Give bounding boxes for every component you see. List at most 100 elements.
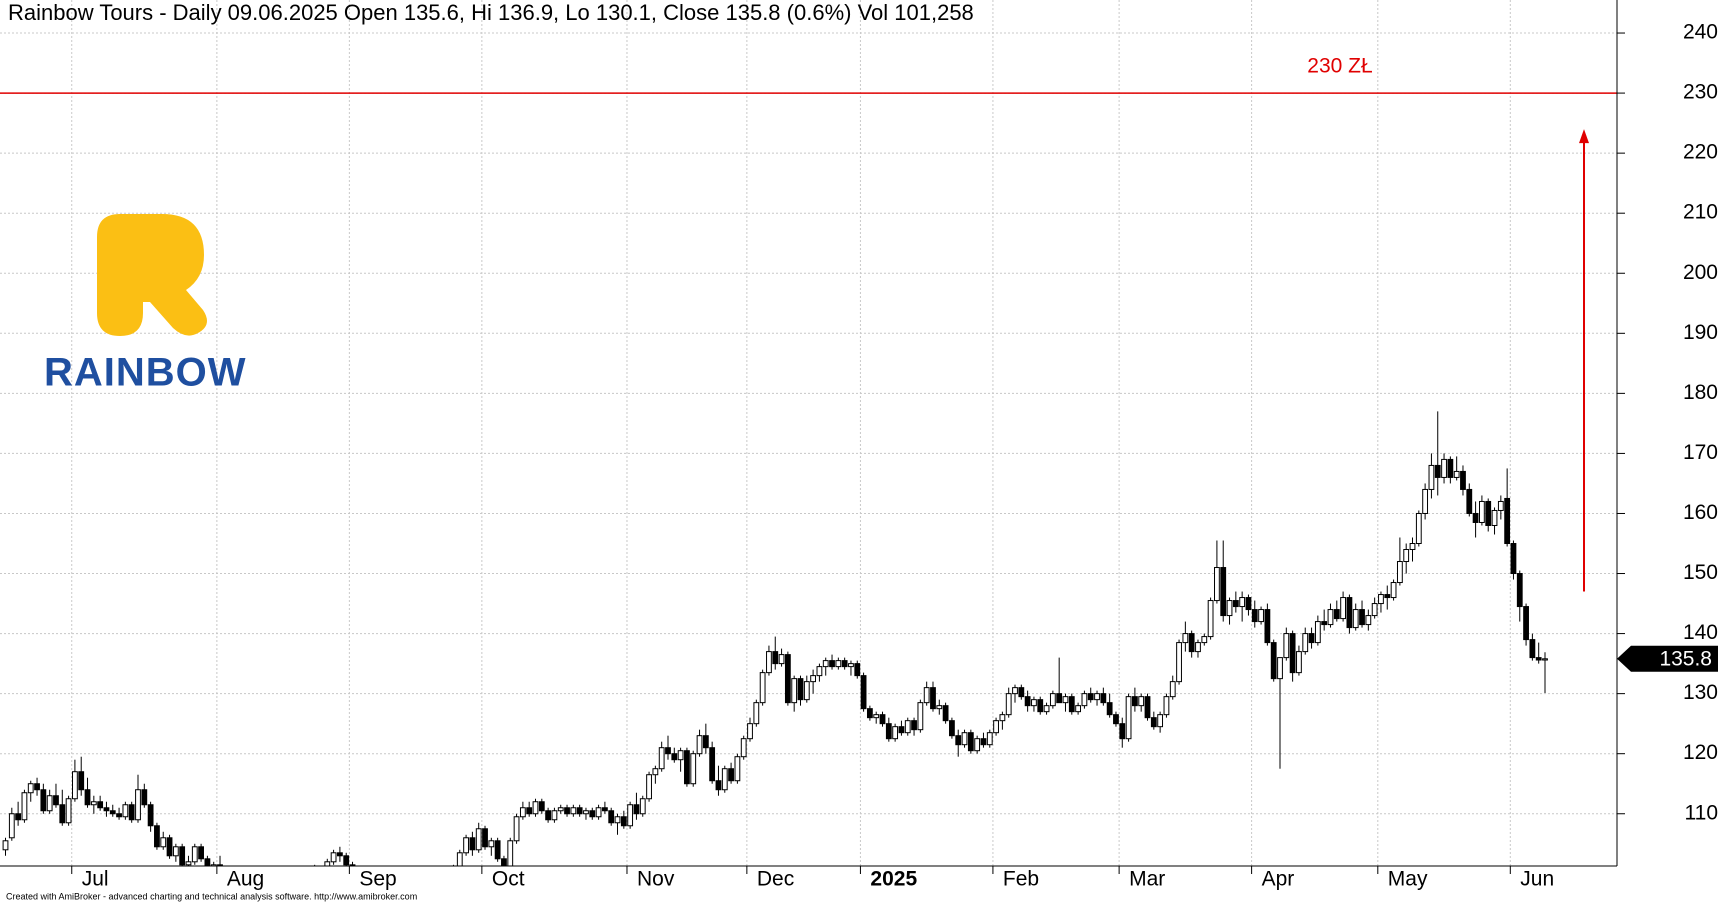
candle-body bbox=[980, 738, 987, 746]
y-tick-label: 230 bbox=[1683, 81, 1718, 104]
candle-body bbox=[1232, 600, 1239, 608]
candle-body bbox=[608, 810, 615, 824]
candle-body bbox=[1188, 633, 1195, 653]
y-tick-label: 190 bbox=[1683, 321, 1718, 344]
candle-body bbox=[936, 705, 943, 710]
candle-body bbox=[715, 780, 722, 791]
candle-body bbox=[753, 702, 760, 725]
candle-body bbox=[646, 774, 652, 800]
candle-body bbox=[930, 687, 936, 710]
candle-body bbox=[1094, 693, 1100, 701]
candle-body bbox=[141, 789, 148, 806]
candle-body bbox=[1207, 600, 1214, 638]
footer: Created with AmiBroker - advanced charti… bbox=[6, 891, 417, 901]
candle-body bbox=[1396, 561, 1403, 584]
candle-body bbox=[879, 714, 886, 725]
candle-body bbox=[154, 825, 160, 848]
candle-body bbox=[1125, 696, 1132, 740]
candle-body bbox=[324, 861, 331, 866]
candle-body bbox=[677, 750, 684, 761]
candle-body bbox=[217, 864, 223, 866]
candle-body bbox=[1447, 458, 1454, 478]
candle-body bbox=[526, 807, 533, 815]
candle-body bbox=[1264, 609, 1271, 644]
candle-body bbox=[349, 864, 356, 866]
candle-body bbox=[601, 807, 608, 812]
candle-body bbox=[210, 864, 217, 866]
x-tick-label: Dec bbox=[757, 868, 794, 891]
candle-body bbox=[1220, 567, 1227, 617]
candle-body bbox=[1308, 633, 1315, 644]
candle-body bbox=[538, 801, 545, 812]
candle-body bbox=[8, 813, 15, 839]
candle-body bbox=[1005, 693, 1012, 716]
candle-body bbox=[671, 753, 678, 761]
candle-body bbox=[1378, 594, 1384, 605]
candle-body bbox=[1277, 657, 1283, 680]
candle-body bbox=[1333, 609, 1340, 620]
x-tick-label: Jul bbox=[82, 868, 109, 891]
candle-body bbox=[1529, 639, 1536, 659]
candle-body bbox=[633, 804, 640, 815]
candle-body bbox=[1510, 543, 1517, 575]
y-tick-label: 110 bbox=[1685, 801, 1718, 824]
candle-body bbox=[488, 840, 495, 848]
candle-body bbox=[551, 810, 558, 821]
candle-body bbox=[986, 732, 993, 746]
y-tick-label: 180 bbox=[1683, 381, 1718, 404]
candle-body bbox=[1302, 633, 1309, 653]
candle-body bbox=[1327, 609, 1334, 626]
candle-body bbox=[892, 726, 899, 740]
candle-body bbox=[1535, 657, 1542, 661]
candle-body bbox=[191, 846, 198, 863]
candle-body bbox=[784, 654, 791, 704]
candle-body bbox=[557, 807, 564, 812]
level-label: 230 ZŁ bbox=[1307, 55, 1372, 78]
candle-body bbox=[1409, 543, 1416, 551]
candle-body bbox=[15, 813, 22, 821]
candle-body bbox=[595, 807, 602, 818]
candle-body bbox=[204, 858, 211, 866]
plot-area bbox=[0, 92, 1617, 866]
candle-body bbox=[1138, 696, 1145, 707]
candle-body bbox=[665, 747, 671, 755]
candle-body bbox=[1157, 714, 1164, 728]
candle-body bbox=[1113, 714, 1119, 725]
candle-body bbox=[84, 789, 91, 806]
candle-body bbox=[1195, 642, 1201, 653]
candle-body bbox=[1119, 723, 1126, 740]
candle-body bbox=[513, 816, 520, 842]
candle-body bbox=[835, 660, 842, 668]
candle-body bbox=[810, 675, 817, 683]
candle-body bbox=[589, 810, 596, 818]
candle-body bbox=[1106, 702, 1113, 716]
candle-body bbox=[816, 666, 823, 677]
arrow-head bbox=[1579, 129, 1589, 144]
candle-body bbox=[1384, 594, 1391, 599]
candle-body bbox=[898, 726, 905, 734]
candle-body bbox=[128, 804, 135, 821]
candle-body bbox=[822, 660, 829, 668]
candle-body bbox=[1100, 693, 1107, 704]
candle-body bbox=[1460, 470, 1466, 490]
candle-body bbox=[103, 807, 110, 812]
y-tick-label: 120 bbox=[1683, 741, 1718, 764]
candle-body bbox=[34, 783, 40, 791]
candle-body bbox=[336, 852, 343, 857]
candle-body bbox=[652, 768, 659, 776]
candle-body bbox=[564, 807, 570, 815]
candle-body bbox=[583, 810, 589, 815]
y-tick-label: 220 bbox=[1683, 141, 1718, 164]
candle-body bbox=[1087, 693, 1094, 701]
candle-body bbox=[59, 804, 66, 824]
candle-body bbox=[778, 654, 785, 665]
candle-body bbox=[1251, 609, 1258, 623]
candle-body bbox=[728, 768, 734, 782]
candle-body bbox=[501, 858, 507, 866]
y-tick-label: 160 bbox=[1683, 501, 1718, 524]
candle-body bbox=[1031, 699, 1037, 707]
candle-body bbox=[740, 738, 747, 758]
candle-body bbox=[917, 702, 924, 731]
